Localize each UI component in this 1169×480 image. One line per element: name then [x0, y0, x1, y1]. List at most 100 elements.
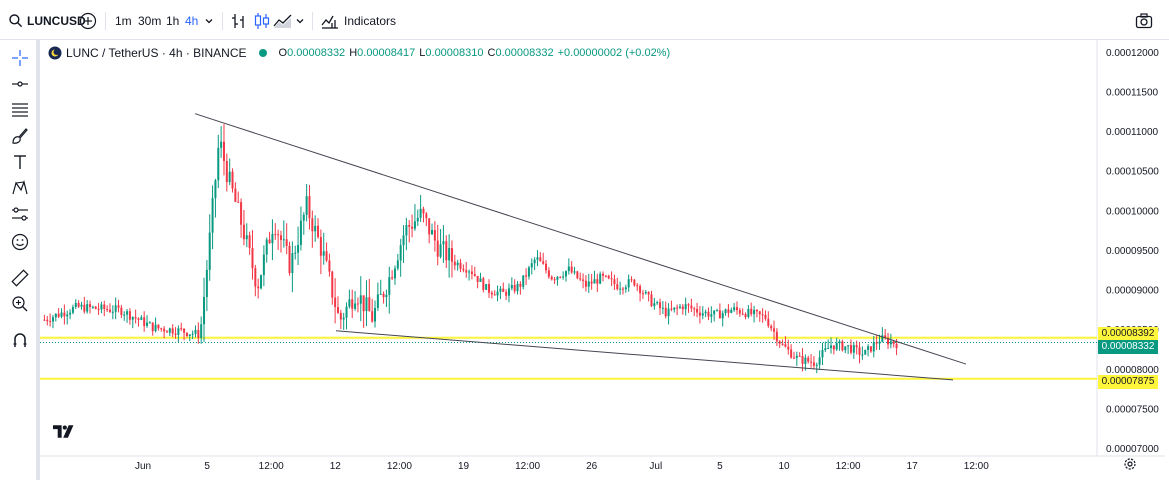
candle [385, 289, 388, 307]
ruler-tool[interactable] [8, 266, 32, 290]
candle [191, 330, 194, 340]
time-axis[interactable]: Jun 5 12:00 12 12:00 19 12:00 26 Jul 5 10 12:00 17 12… [135, 461, 989, 472]
candle [257, 278, 260, 299]
measure-tool[interactable] [8, 202, 32, 226]
time-tick-label: 10 [778, 461, 790, 472]
candle [707, 307, 710, 321]
candle-body [257, 286, 260, 289]
candle-body [146, 322, 149, 326]
chart-grid [40, 40, 1165, 457]
candle-body [268, 239, 271, 244]
add-symbol-button[interactable] [78, 10, 98, 32]
candle-body [653, 303, 656, 307]
candle [812, 356, 815, 369]
candle-body [160, 328, 163, 330]
timeframe-dropdown[interactable] [203, 10, 215, 32]
candle-body [869, 346, 872, 352]
candle [433, 221, 436, 252]
candle-body [379, 293, 382, 295]
crosshair-tool[interactable] [8, 46, 32, 70]
candle-body [579, 278, 582, 280]
indicators-button[interactable]: Indicators [320, 10, 396, 32]
candle-body [716, 310, 719, 312]
candle [194, 325, 197, 338]
price-chart[interactable]: 0.00012000 0.00011500 0.00011000 0.00010500… [40, 40, 1165, 476]
candle-body [143, 317, 146, 326]
chart-type-dropdown[interactable] [294, 10, 306, 32]
candle-body [396, 260, 399, 269]
high-label: H [349, 47, 358, 59]
candle-body [473, 273, 476, 276]
candle-body [482, 278, 485, 290]
candle [844, 346, 847, 354]
candle [456, 259, 459, 271]
symbol-search[interactable]: LUNCUSD [8, 10, 86, 32]
candles-button[interactable] [252, 10, 272, 32]
candle [146, 315, 149, 328]
candle [636, 282, 639, 292]
text-tool[interactable] [8, 150, 32, 174]
candle-body [510, 284, 513, 289]
candle [869, 346, 872, 353]
candle-body [402, 235, 405, 246]
time-tick-label: Jul [649, 461, 662, 472]
candle-body [767, 318, 770, 326]
candle-body [339, 312, 342, 320]
candle-body [818, 357, 821, 365]
candle [482, 276, 485, 293]
candle-body [584, 280, 587, 287]
candle [462, 264, 465, 273]
candle-body [830, 345, 833, 349]
candle [533, 257, 536, 271]
trend-line-icon [12, 81, 28, 87]
candle-body [590, 281, 593, 284]
timeframe-30m[interactable]: 30m [138, 10, 161, 32]
lower-trend-line[interactable] [335, 330, 954, 381]
price-line-label-lower[interactable]: 0.00007875 [1098, 375, 1158, 389]
brush-tool[interactable] [8, 124, 32, 148]
candle [234, 182, 237, 203]
zoom-tool[interactable] [8, 292, 32, 316]
candle-body [610, 278, 613, 280]
bar-style-button[interactable] [229, 10, 249, 32]
candle-body [564, 271, 567, 277]
pattern-tool[interactable] [8, 176, 32, 200]
candle-body [630, 279, 633, 281]
trend-line-tool[interactable] [8, 72, 32, 96]
search-icon [9, 14, 23, 28]
price-line-label-upper[interactable]: 0.00008392 [1098, 327, 1158, 341]
candle [770, 324, 773, 332]
candle-body [639, 286, 642, 294]
candle [376, 282, 379, 311]
chart-type-button[interactable] [272, 10, 294, 32]
candle-body [778, 341, 781, 344]
candle-body [448, 248, 451, 261]
candle [251, 230, 254, 280]
settings-gear-icon[interactable] [1123, 457, 1137, 471]
candle [559, 276, 562, 279]
candle [154, 317, 157, 333]
tradingview-logo[interactable] [50, 420, 78, 442]
candle-body [411, 226, 414, 229]
timeframe-1m[interactable]: 1m [115, 10, 132, 32]
magnet-tool[interactable] [8, 328, 32, 352]
timeframe-1h[interactable]: 1h [166, 10, 179, 32]
price-axis[interactable]: 0.00012000 0.00011500 0.00011000 0.00010500… [1106, 48, 1159, 455]
candle-body [650, 294, 653, 307]
emoji-tool[interactable] [8, 230, 32, 254]
candle-body [696, 308, 699, 313]
candle-body [311, 218, 314, 232]
trend-lines[interactable] [194, 113, 967, 381]
screenshot-button[interactable] [1134, 10, 1154, 32]
candle [183, 328, 186, 341]
candle [488, 279, 491, 298]
candle-body [619, 288, 622, 290]
candle [573, 266, 576, 275]
candle [758, 310, 761, 322]
timeframe-4h[interactable]: 4h [185, 10, 198, 32]
descending-trend-line[interactable] [194, 113, 967, 365]
candle [599, 271, 602, 285]
candle [744, 312, 747, 320]
fib-tool[interactable] [8, 98, 32, 122]
candle-body [527, 267, 530, 277]
